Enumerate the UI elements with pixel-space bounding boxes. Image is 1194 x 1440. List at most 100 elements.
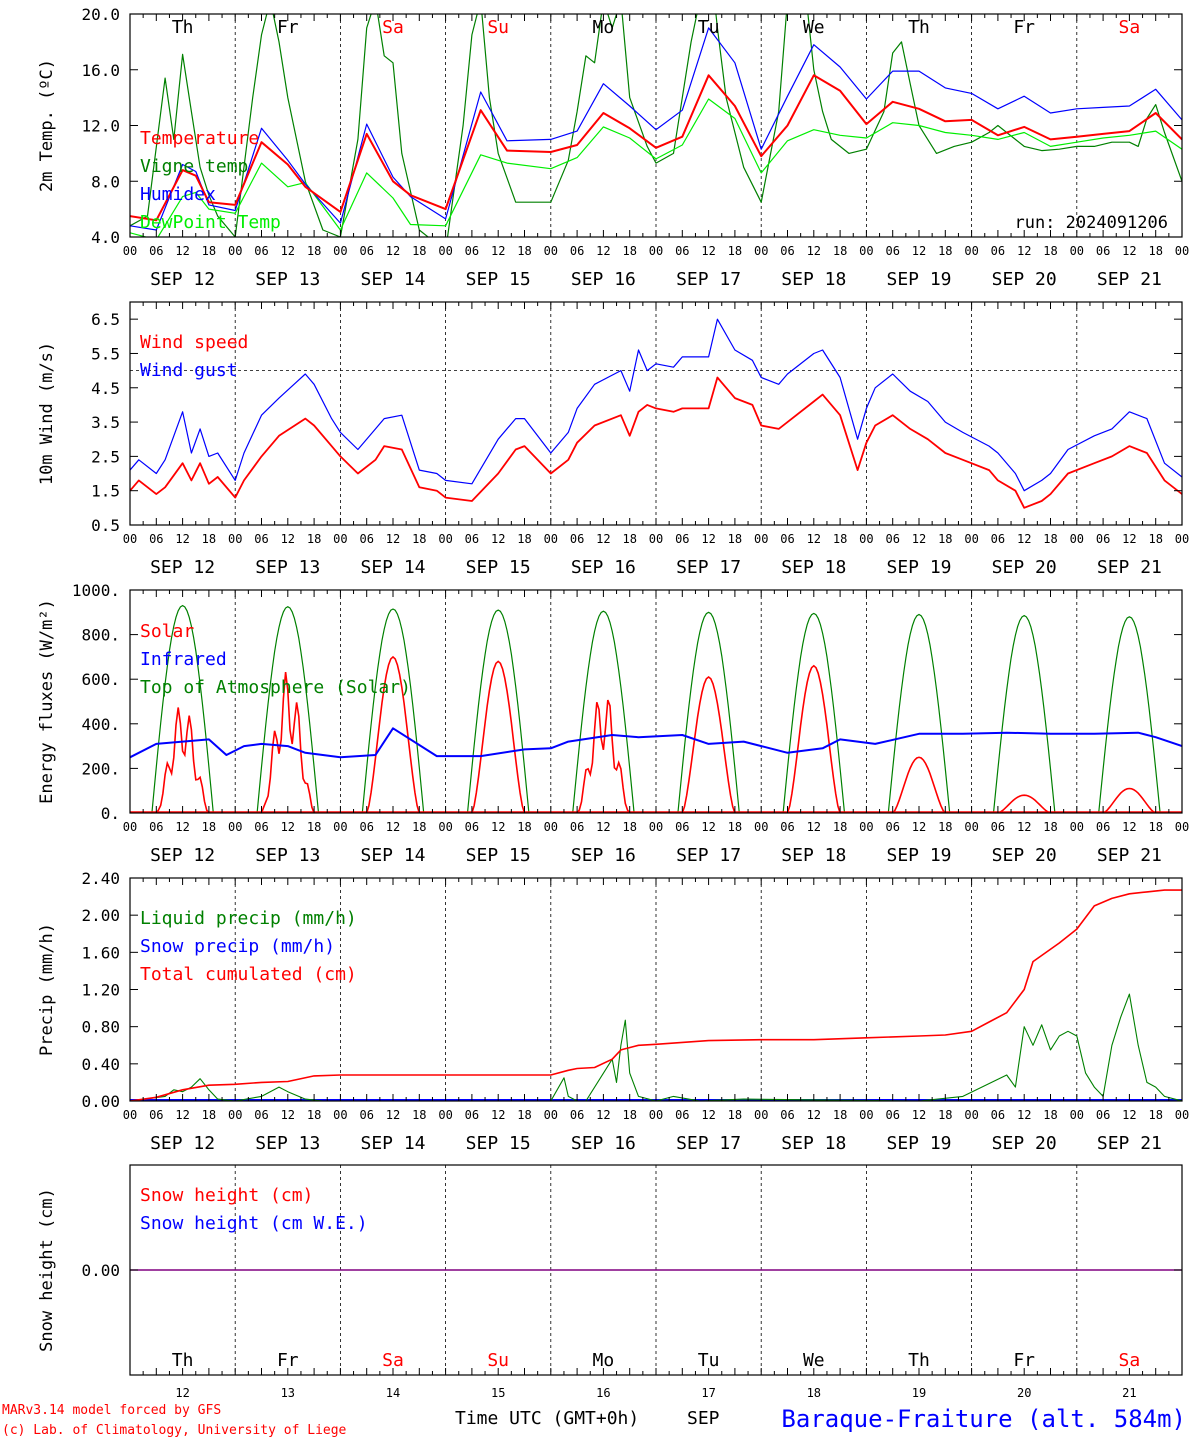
- hour-tick-label: 06: [885, 244, 899, 258]
- date-label: SEP 13: [255, 1133, 320, 1154]
- footer-station-name: Baraque-Fraiture (alt. 584m): [781, 1405, 1186, 1433]
- date-label: SEP 21: [1097, 557, 1162, 578]
- hour-tick-label: 18: [517, 820, 531, 834]
- hour-tick-label: 00: [333, 820, 347, 834]
- date-label: SEP 14: [360, 845, 425, 866]
- date-label: SEP 21: [1097, 269, 1162, 290]
- toa-solar-curve: [147, 604, 218, 813]
- hour-tick-label: 18: [728, 532, 742, 546]
- hour-tick-label: 18: [1043, 244, 1057, 258]
- hour-tick-label: 00: [1070, 1108, 1084, 1122]
- y-tick-label: 0.: [101, 804, 120, 823]
- day-abbr-label: Fr: [1013, 17, 1035, 38]
- hour-tick-label: 18: [728, 1108, 742, 1122]
- solar-curve: [155, 707, 210, 813]
- hour-tick-label: 06: [254, 1108, 268, 1122]
- run-label: run: 2024091206: [1014, 213, 1168, 233]
- hour-tick-label: 12: [912, 244, 926, 258]
- footer-time-label: Time UTC (GMT+0h): [455, 1408, 639, 1429]
- y-axis-title: 2m Temp. (ºC): [37, 59, 57, 192]
- day-abbr-label: Fr: [277, 17, 299, 38]
- hour-tick-label: 18: [938, 1108, 952, 1122]
- solar-curve: [786, 664, 841, 813]
- hour-tick-label: 06: [1096, 1108, 1110, 1122]
- day-number-label: 20: [1017, 1386, 1031, 1400]
- day-abbr-label: Sa: [382, 17, 404, 38]
- day-abbr-label: Sa: [1119, 1350, 1141, 1371]
- hour-tick-label: 06: [570, 244, 584, 258]
- hour-tick-label: 00: [544, 820, 558, 834]
- date-label: SEP 12: [150, 845, 215, 866]
- hour-tick-label: 12: [807, 1108, 821, 1122]
- hour-tick-label: 00: [1175, 820, 1189, 834]
- date-label: SEP 19: [886, 269, 951, 290]
- hour-tick-label: 12: [491, 820, 505, 834]
- hour-tick-label: 00: [859, 532, 873, 546]
- date-label: SEP 16: [571, 845, 636, 866]
- hour-tick-label: 00: [649, 532, 663, 546]
- y-tick-label: 0.00: [81, 1092, 120, 1111]
- hour-tick-label: 06: [1096, 532, 1110, 546]
- y-tick-label: 12.0: [81, 117, 120, 136]
- hour-tick-label: 18: [412, 1108, 426, 1122]
- date-label: SEP 20: [992, 269, 1057, 290]
- hour-tick-label: 00: [964, 1108, 978, 1122]
- date-label: SEP 18: [781, 269, 846, 290]
- legend-entry: Top of Atmosphere (Solar): [140, 677, 411, 698]
- date-label: SEP 18: [781, 1133, 846, 1154]
- hour-tick-label: 06: [465, 244, 479, 258]
- hour-tick-label: 18: [307, 820, 321, 834]
- hour-tick-label: 18: [622, 820, 636, 834]
- y-tick-label: 0.80: [81, 1018, 120, 1037]
- y-tick-label: 20.0: [81, 5, 120, 24]
- hour-tick-label: 18: [517, 1108, 531, 1122]
- hour-tick-label: 00: [754, 820, 768, 834]
- hour-tick-label: 18: [412, 532, 426, 546]
- hour-tick-label: 12: [807, 820, 821, 834]
- date-label: SEP 18: [781, 557, 846, 578]
- hour-tick-label: 00: [1070, 244, 1084, 258]
- toa-solar-curve: [989, 614, 1060, 813]
- solar-curve: [471, 660, 526, 813]
- date-label: SEP 19: [886, 557, 951, 578]
- hour-tick-label: 18: [833, 532, 847, 546]
- hour-tick-label: 12: [281, 820, 295, 834]
- hour-tick-label: 18: [412, 244, 426, 258]
- hour-tick-label: 00: [438, 532, 452, 546]
- hour-tick-label: 18: [202, 532, 216, 546]
- day-abbr-label: Th: [908, 1350, 930, 1371]
- hour-tick-label: 00: [649, 244, 663, 258]
- hour-tick-label: 06: [1096, 820, 1110, 834]
- hour-tick-label: 12: [807, 532, 821, 546]
- date-label: SEP 14: [360, 1133, 425, 1154]
- hour-tick-label: 06: [780, 1108, 794, 1122]
- date-label: SEP 18: [781, 845, 846, 866]
- legend-entry: Total cumulated (cm): [140, 964, 357, 985]
- toa-solar-curve: [463, 609, 534, 813]
- toa-solar-curve: [673, 611, 744, 813]
- date-label: SEP 12: [150, 557, 215, 578]
- y-tick-label: 800.: [81, 626, 120, 645]
- panel-frame-1: [129, 301, 1183, 526]
- hour-tick-label: 00: [228, 244, 242, 258]
- hour-tick-label: 06: [465, 1108, 479, 1122]
- solar-curve: [1102, 787, 1157, 813]
- hour-tick-label: 00: [228, 532, 242, 546]
- footer-credit-line-1: MARv3.14 model forced by GFS: [2, 1403, 221, 1418]
- footer-credit-line-2: (c) Lab. of Climatology, University of L…: [2, 1423, 347, 1438]
- legend-entry: Vigne temp: [140, 156, 248, 177]
- day-number-label: 17: [701, 1386, 715, 1400]
- hour-tick-label: 00: [649, 1108, 663, 1122]
- toa-solar-curve: [357, 608, 429, 813]
- y-tick-label: 600.: [81, 670, 120, 689]
- hour-tick-label: 18: [728, 820, 742, 834]
- date-label: SEP 12: [150, 1133, 215, 1154]
- hour-tick-label: 00: [754, 1108, 768, 1122]
- hour-tick-label: 12: [281, 1108, 295, 1122]
- day-abbr-label: We: [803, 17, 825, 38]
- text-layer: 4.0 8.0 12.0 16.0 20.0 2m Temp. (ºC) 00 06 12 18 0…: [2, 5, 1189, 1438]
- series-line-dewpoint-temp: [130, 98, 1182, 237]
- date-label: SEP 15: [466, 845, 531, 866]
- hour-tick-label: 12: [491, 1108, 505, 1122]
